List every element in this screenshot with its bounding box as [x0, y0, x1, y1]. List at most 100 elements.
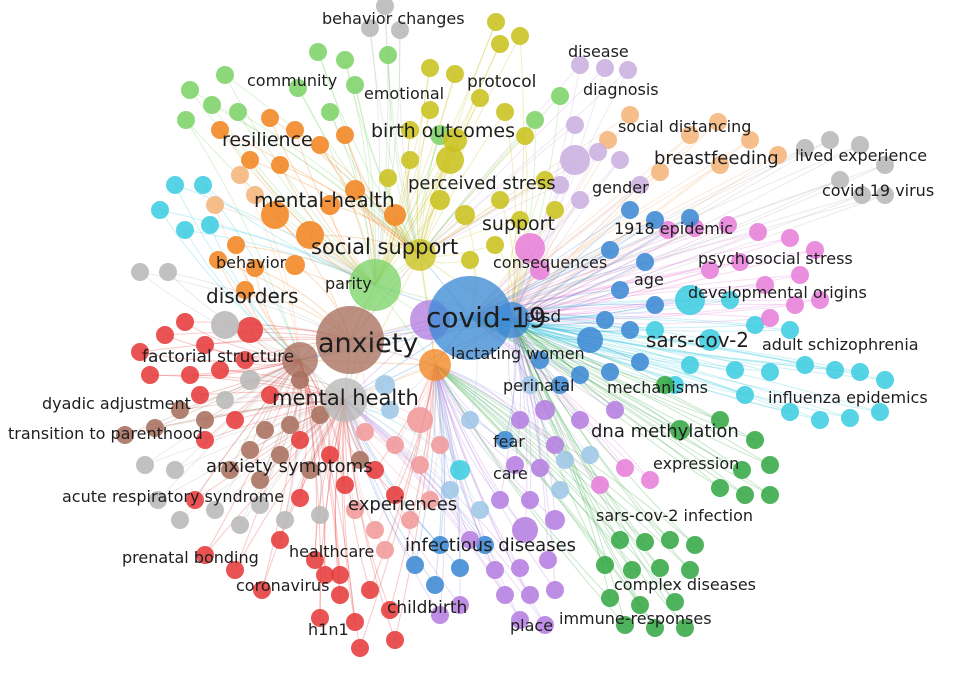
link	[511, 304, 796, 321]
node-lightgreen	[216, 66, 234, 84]
node-green	[711, 479, 729, 497]
term-factorial-structure: factorial structure	[142, 347, 294, 367]
node-blue	[426, 576, 444, 594]
node-gray	[159, 263, 177, 281]
link	[469, 147, 806, 319]
node-orange	[211, 121, 229, 139]
link	[511, 269, 711, 321]
node-red	[191, 386, 209, 404]
node-cyan	[871, 403, 889, 421]
link	[374, 97, 481, 286]
term-diagnosis: diagnosis	[583, 80, 659, 99]
link	[299, 359, 356, 623]
node-cyan	[675, 285, 705, 315]
node-lightgreen	[379, 46, 397, 64]
term-expression: expression	[653, 454, 739, 473]
node-blue	[646, 211, 664, 229]
link	[511, 319, 746, 396]
node-red	[181, 366, 199, 384]
node-gray	[149, 491, 167, 509]
node-brown	[271, 446, 289, 464]
link	[369, 27, 421, 256]
node-red	[131, 343, 149, 361]
term-behavior: behavior	[216, 253, 287, 272]
term-immune-responses: immune-responses	[559, 609, 712, 628]
term-fear: fear	[493, 432, 525, 451]
term-experiences: experiences	[348, 494, 457, 515]
term-age: age	[634, 270, 664, 289]
link	[434, 364, 501, 501]
term-childbirth: childbirth	[387, 598, 467, 618]
term-dna-methylation: dna methylation	[591, 421, 739, 442]
node-purple	[536, 616, 554, 634]
term-mental-health-hyphen: mental-health	[254, 188, 395, 212]
node-red	[336, 476, 354, 494]
term-sars-cov-2: sars-cov-2	[646, 328, 749, 352]
node-gray	[166, 461, 184, 479]
link	[434, 364, 531, 501]
link	[511, 237, 791, 321]
link	[511, 231, 759, 321]
term-parity: parity	[325, 274, 372, 293]
link	[511, 319, 851, 419]
node-gray	[206, 501, 224, 519]
link	[374, 29, 401, 286]
node-cyan	[841, 409, 859, 427]
node-green	[601, 589, 619, 607]
node-purple	[431, 606, 449, 624]
term-care: care	[493, 464, 528, 483]
link	[511, 319, 736, 371]
node-gray	[831, 171, 849, 189]
link	[511, 144, 861, 321]
label-layer: behavior changes disease community proto…	[8, 9, 934, 639]
node-purple	[571, 411, 589, 429]
link	[434, 364, 481, 511]
link	[511, 319, 532, 501]
link	[511, 319, 681, 431]
node-salmon	[356, 423, 374, 441]
node-red	[236, 351, 254, 369]
node-cyan	[721, 291, 739, 309]
link	[511, 194, 886, 321]
node-peach	[741, 131, 759, 149]
link	[434, 364, 641, 606]
link	[414, 364, 437, 566]
node-brown	[146, 419, 164, 437]
node-pink	[811, 291, 829, 309]
node-orange	[419, 349, 451, 381]
node-purple	[496, 586, 514, 604]
node-red	[346, 613, 364, 631]
link	[511, 95, 561, 321]
link	[317, 51, 376, 286]
term-anxiety-symptoms: anxiety symptoms	[206, 456, 373, 477]
link	[469, 121, 719, 319]
node-yellow	[486, 236, 504, 254]
node-gray	[376, 0, 394, 15]
term-mental-health: mental health	[272, 386, 419, 410]
link	[434, 364, 471, 541]
link	[434, 364, 591, 456]
node-blue	[636, 253, 654, 271]
link	[387, 54, 421, 256]
link	[299, 359, 322, 619]
link	[511, 319, 836, 371]
node-yellow	[404, 239, 436, 271]
link	[344, 399, 416, 566]
node-peach	[769, 146, 787, 164]
link	[159, 209, 376, 286]
node-red	[386, 486, 404, 504]
link	[419, 67, 606, 256]
node-orange	[261, 201, 289, 229]
link	[469, 194, 886, 319]
term-birth-outcomes: birth outcomes	[371, 120, 515, 142]
term-disease: disease	[568, 42, 629, 61]
node-salmon	[366, 521, 384, 539]
node-blue	[621, 321, 639, 339]
node-gray	[216, 391, 234, 409]
link	[354, 84, 377, 286]
node-pink	[641, 471, 659, 489]
link	[189, 89, 376, 286]
link	[511, 319, 696, 546]
node-lightblue	[381, 401, 399, 419]
